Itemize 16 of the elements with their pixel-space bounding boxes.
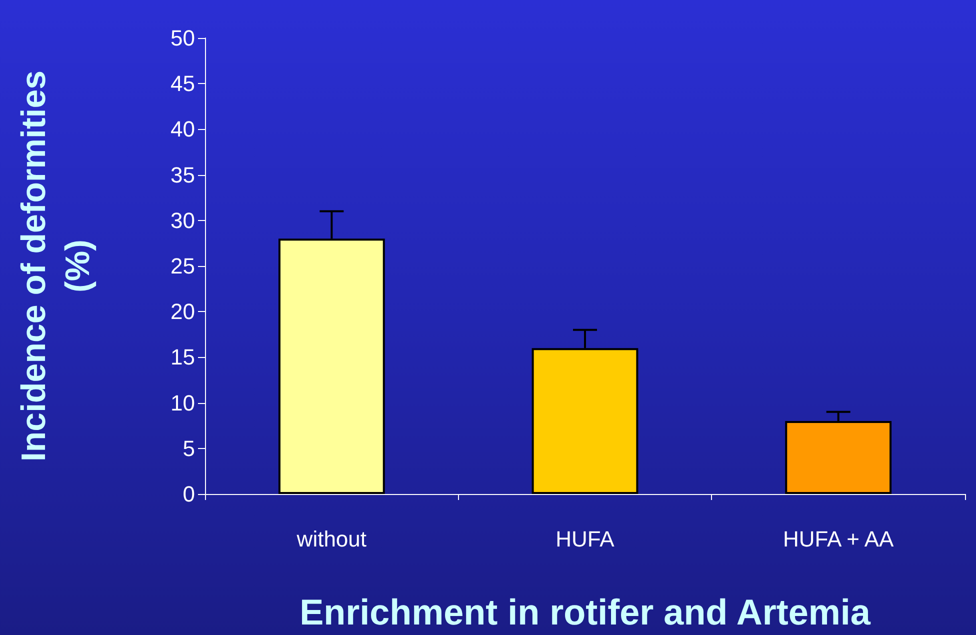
x-axis-title: Enrichment in rotifer and Artemia — [300, 592, 872, 632]
y-tick-label: 40 — [170, 116, 195, 142]
y-axis-title: Incidence of deformities (%) — [15, 70, 97, 462]
y-tick-label: 35 — [170, 162, 195, 188]
y-tick-label: 5 — [182, 436, 195, 461]
y-tick-label: 50 — [170, 26, 195, 50]
y-tick-label: 25 — [170, 254, 195, 278]
y-tick-label: 30 — [170, 208, 195, 233]
x-tick-label: HUFA + AA — [782, 526, 894, 552]
x-tick-label: without — [296, 526, 367, 552]
y-tick-label: 20 — [170, 299, 195, 324]
x-tick-label: HUFA — [556, 526, 615, 552]
y-tick-label: 10 — [170, 390, 195, 416]
y-tick-label: 45 — [170, 71, 195, 96]
y-tick-label: 15 — [170, 344, 195, 370]
y-tick-label: 0 — [182, 482, 195, 506]
